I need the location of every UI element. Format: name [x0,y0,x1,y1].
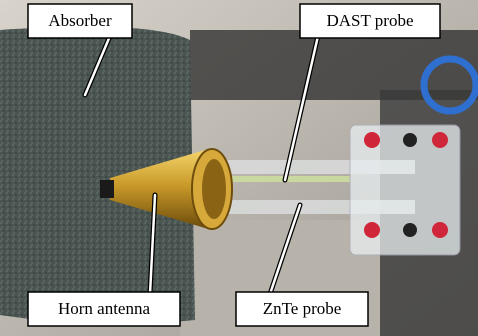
probe [230,176,350,182]
label: DAST probe [326,11,413,30]
screw [432,132,448,148]
photo: Absorber DAST probe Horn antenna ZnTe pr… [0,0,478,336]
label: Absorber [48,11,112,30]
connector [100,180,114,198]
screw [364,222,380,238]
label: Horn antenna [58,299,151,318]
screw [364,132,380,148]
screw [403,223,417,237]
label: ZnTe probe [263,299,342,318]
horn-aperture [202,159,226,219]
screw [403,133,417,147]
screw [432,222,448,238]
